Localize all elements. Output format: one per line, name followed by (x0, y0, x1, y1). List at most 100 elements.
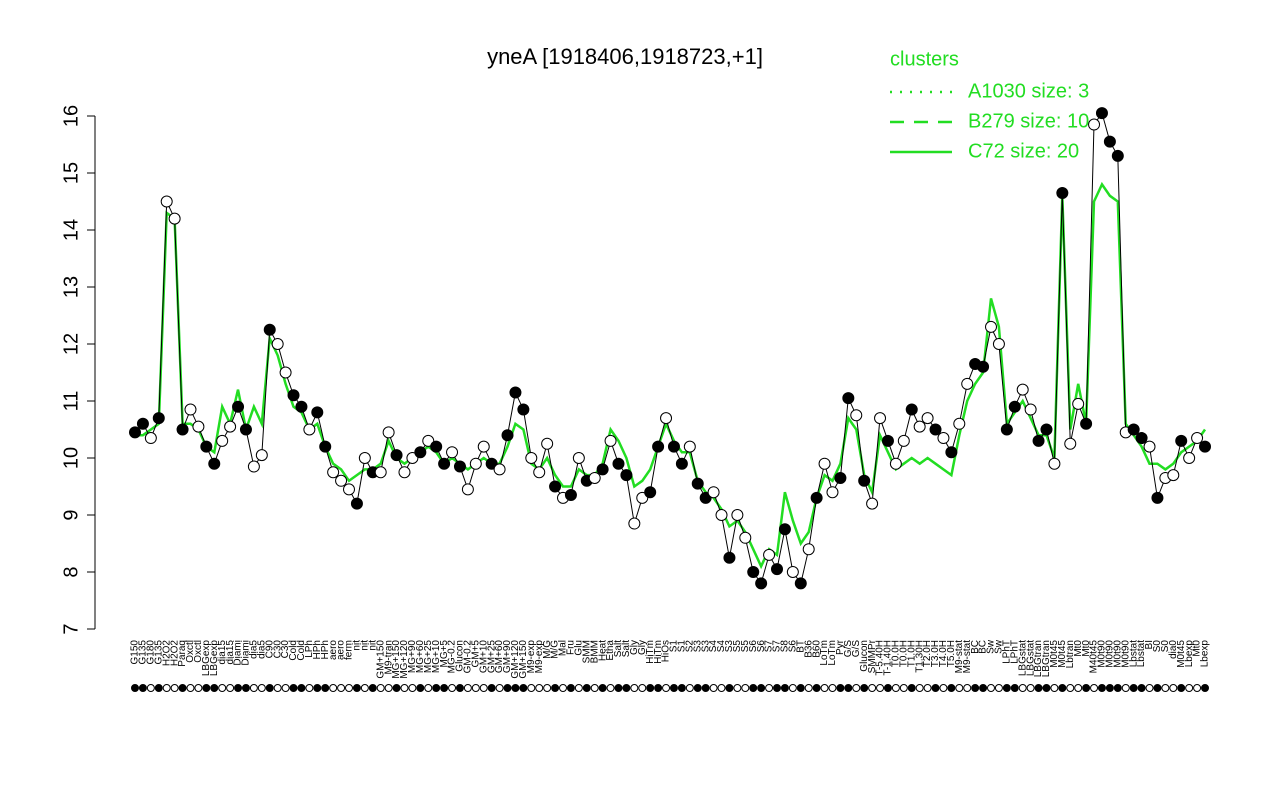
rug-point (463, 684, 472, 692)
rug-point (360, 684, 369, 692)
rug-point (1161, 684, 1170, 692)
rug-point (448, 684, 457, 692)
rug-point (820, 684, 829, 692)
x-tick-label: M0t45 (1049, 640, 1060, 668)
rug-point (138, 684, 147, 692)
point (897, 434, 910, 447)
point (683, 440, 696, 453)
chart-title: yneA [1918406,1918723,+1] (487, 44, 763, 69)
x-tick-label: HPh (320, 640, 331, 659)
point (224, 420, 237, 433)
x-tick-label: Gly (637, 640, 648, 655)
point (667, 440, 680, 453)
x-tick-label: GM-0.2 (463, 640, 474, 674)
x-tick-label: M9-stat (954, 640, 965, 674)
point (620, 469, 633, 482)
point (216, 434, 229, 447)
y-tick-label: 14 (60, 219, 82, 241)
x-tick-label: LPhT (1001, 640, 1012, 664)
x-tick-label: GM+10 (478, 640, 489, 674)
x-tick-label: dia5 (249, 640, 260, 659)
x-tick-label: Mt0 (1073, 640, 1084, 657)
point (446, 446, 459, 459)
rug-point (337, 684, 346, 692)
x-tick-label: LBGstat (1025, 640, 1036, 676)
x-tick-label: M0t90 (1105, 640, 1116, 668)
rug-point (622, 684, 631, 692)
point (644, 486, 657, 499)
point (287, 389, 300, 402)
x-tick-label: S4 (716, 640, 727, 653)
x-tick-label: nit (352, 640, 363, 651)
rug-point (765, 684, 774, 692)
point (144, 432, 157, 445)
rug-point (455, 684, 464, 692)
x-tick-label: Mt0 (1081, 640, 1092, 657)
point (200, 440, 213, 453)
point (271, 338, 284, 350)
x-tick-label: C30 (280, 640, 291, 659)
point (731, 509, 744, 521)
x-tick-label: HPh (312, 640, 323, 659)
rug-point (281, 684, 290, 692)
point (660, 412, 673, 425)
x-tick-label: Oxctl (185, 640, 196, 663)
point (691, 477, 704, 490)
x-tick-label: S1 (677, 640, 688, 653)
x-tick-label: G/S (843, 640, 854, 658)
legend-title: clusters (890, 48, 959, 70)
x-tick-label: Glucon (455, 640, 466, 672)
y-tick-label: 15 (60, 162, 82, 184)
x-tick-label: LoTm (819, 640, 830, 666)
rug-point (527, 684, 536, 692)
x-tick-label: S3 (724, 640, 735, 653)
x-tick-label: Pyr (835, 639, 846, 655)
rug-point (598, 684, 607, 692)
rug-point (1074, 684, 1083, 692)
point (343, 483, 355, 496)
rug-point (479, 684, 488, 692)
point (675, 457, 688, 470)
rug-point (630, 684, 639, 692)
point (572, 452, 585, 464)
x-tick-label: M9-tran (383, 640, 394, 674)
rug-point (1026, 684, 1035, 692)
x-tick-label: BT (795, 640, 806, 653)
point (1008, 400, 1021, 413)
rug-point (218, 684, 227, 692)
rug-point (994, 684, 1003, 692)
point (786, 566, 799, 578)
x-tick-label: Etha (605, 640, 616, 661)
rug-point (582, 684, 591, 692)
x-tick-label: dia0 (1168, 640, 1179, 659)
rug-point (297, 684, 306, 692)
x-tick-label: HiTm (645, 640, 656, 664)
rug-point (669, 684, 678, 692)
rug-point (638, 684, 647, 692)
cluster-line (135, 181, 1207, 570)
rug-point (693, 684, 702, 692)
x-tick-label: B60 (811, 640, 822, 658)
rug-point (939, 684, 948, 692)
rug-point (1201, 684, 1209, 692)
x-tick-label: Diami (233, 640, 244, 666)
rug-point (194, 684, 203, 692)
x-tick-label: GM+150 (518, 640, 529, 679)
x-tick-label: MG+60 (415, 640, 426, 674)
rug-point (796, 684, 805, 692)
point (279, 366, 292, 379)
rug-point (1066, 684, 1075, 692)
x-tick-label: GM+25 (486, 640, 497, 674)
point (707, 486, 720, 499)
rug-point (202, 684, 211, 692)
x-tick-label: C90 (264, 640, 275, 659)
x-tick-label: GM+120 (510, 640, 521, 679)
point (382, 426, 395, 439)
rug-point (241, 684, 250, 692)
rug-point (543, 684, 552, 692)
x-tick-label: C30 (272, 640, 283, 659)
rug-point (860, 684, 869, 692)
x-tick-label: MG-0.2 (447, 640, 458, 674)
rug-point (907, 684, 916, 692)
point (652, 440, 665, 453)
